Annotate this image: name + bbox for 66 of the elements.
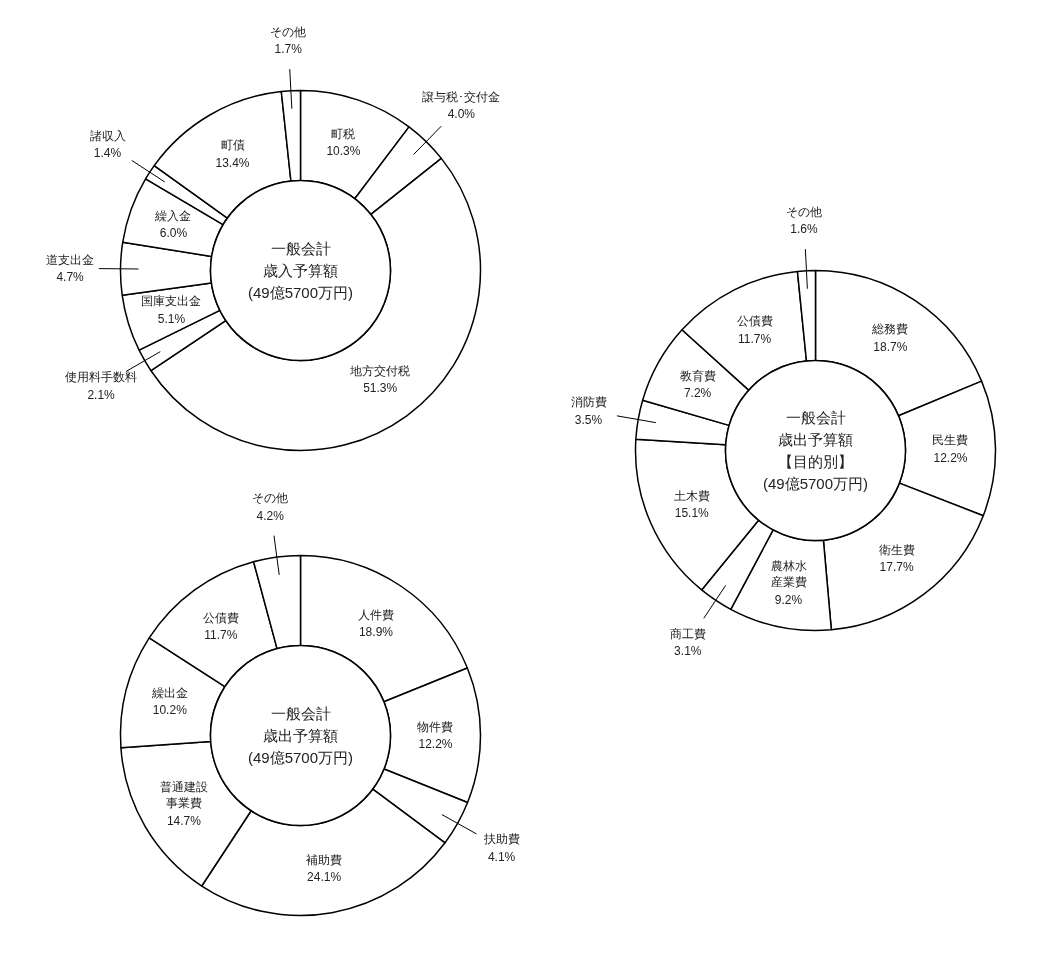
data-label: 9.2% [774,593,803,608]
data-label: 3.5% [574,412,603,427]
slice-label: 補助費 [306,852,343,867]
data-label: 4.7% [56,270,85,285]
data-label: 17.7% [879,560,914,575]
slice-label: 道支出金 [46,252,95,267]
slice-label: 民生費 [932,433,969,448]
data-label: 3.1% [674,643,702,658]
data-label: 1.4% [93,146,122,161]
text: 歳入予算額 [263,262,338,279]
slice-label: 普通建設事業費 [159,779,208,811]
slice-label: 農林水産業費 [770,558,807,590]
text: 一般会計 [785,409,846,427]
data-label: 15.1% [674,506,710,521]
text: 歳出予算額 [263,727,338,744]
slice-label: 繰出金 [150,686,188,701]
data-label: 10.3% [326,144,361,159]
slice-label: 教育費 [679,369,716,384]
slice-label: 衛生費 [878,542,915,557]
slice-label: 物件費 [417,719,454,734]
data-label: 4.0% [447,107,476,122]
slice-label: 国庫支出金 [141,294,202,309]
data-label: 10.2% [152,703,188,718]
data-label: 24.1% [307,870,342,885]
slice-label: 繰入金 [154,209,192,224]
text: (49億5700万円) [247,283,354,301]
slice-label: 町債 [220,138,245,153]
slice-label: 諸収入 [89,128,126,143]
data-label: 13.4% [215,155,250,170]
data-label: 12.2% [418,736,453,751]
slice-label: 地方交付税 [349,363,411,378]
data-label: 18.9% [358,625,394,640]
data-label: 1.6% [790,222,818,237]
data-label: 4.2% [256,508,285,523]
data-label: 5.1% [157,311,186,326]
slice-label: 使用料手数料 [65,370,138,385]
slice-label: その他 [270,24,307,39]
slice-label: 消防費 [570,395,607,410]
data-label: 14.7% [166,814,202,829]
text: 歳出予算額 [778,431,853,449]
data-label: 11.7% [738,331,772,346]
text: (49億5700万円) [762,474,869,492]
data-label: 1.7% [274,42,303,57]
data-label: 18.7% [873,339,908,354]
text: (49億5700万円) [247,748,354,766]
data-label: 4.1% [487,849,516,864]
data-label: 12.2% [933,450,968,465]
data-label: 11.7% [204,628,238,643]
slice-label: 扶助費 [482,832,520,847]
text: 【目的別】 [778,452,853,470]
slice-label: 土木費 [673,488,710,503]
slice-label: その他 [785,204,822,219]
slice-label: 公債費 [736,314,773,329]
text: 一般会計 [270,705,331,723]
data-label: 51.3% [363,381,398,396]
slice-label: 人件費 [357,607,394,622]
slice-label: 総務費 [871,322,909,337]
data-label: 6.0% [159,226,188,241]
slice-label: 譲与税･交付金 [422,89,501,104]
slice-label: 町税 [331,126,356,141]
slice-label: 公債費 [202,610,239,625]
slice-label: 商工費 [669,626,706,641]
slice-label: その他 [252,491,289,506]
data-label: 2.1% [87,387,116,402]
text: 一般会計 [270,240,331,258]
data-label: 7.2% [683,386,712,401]
